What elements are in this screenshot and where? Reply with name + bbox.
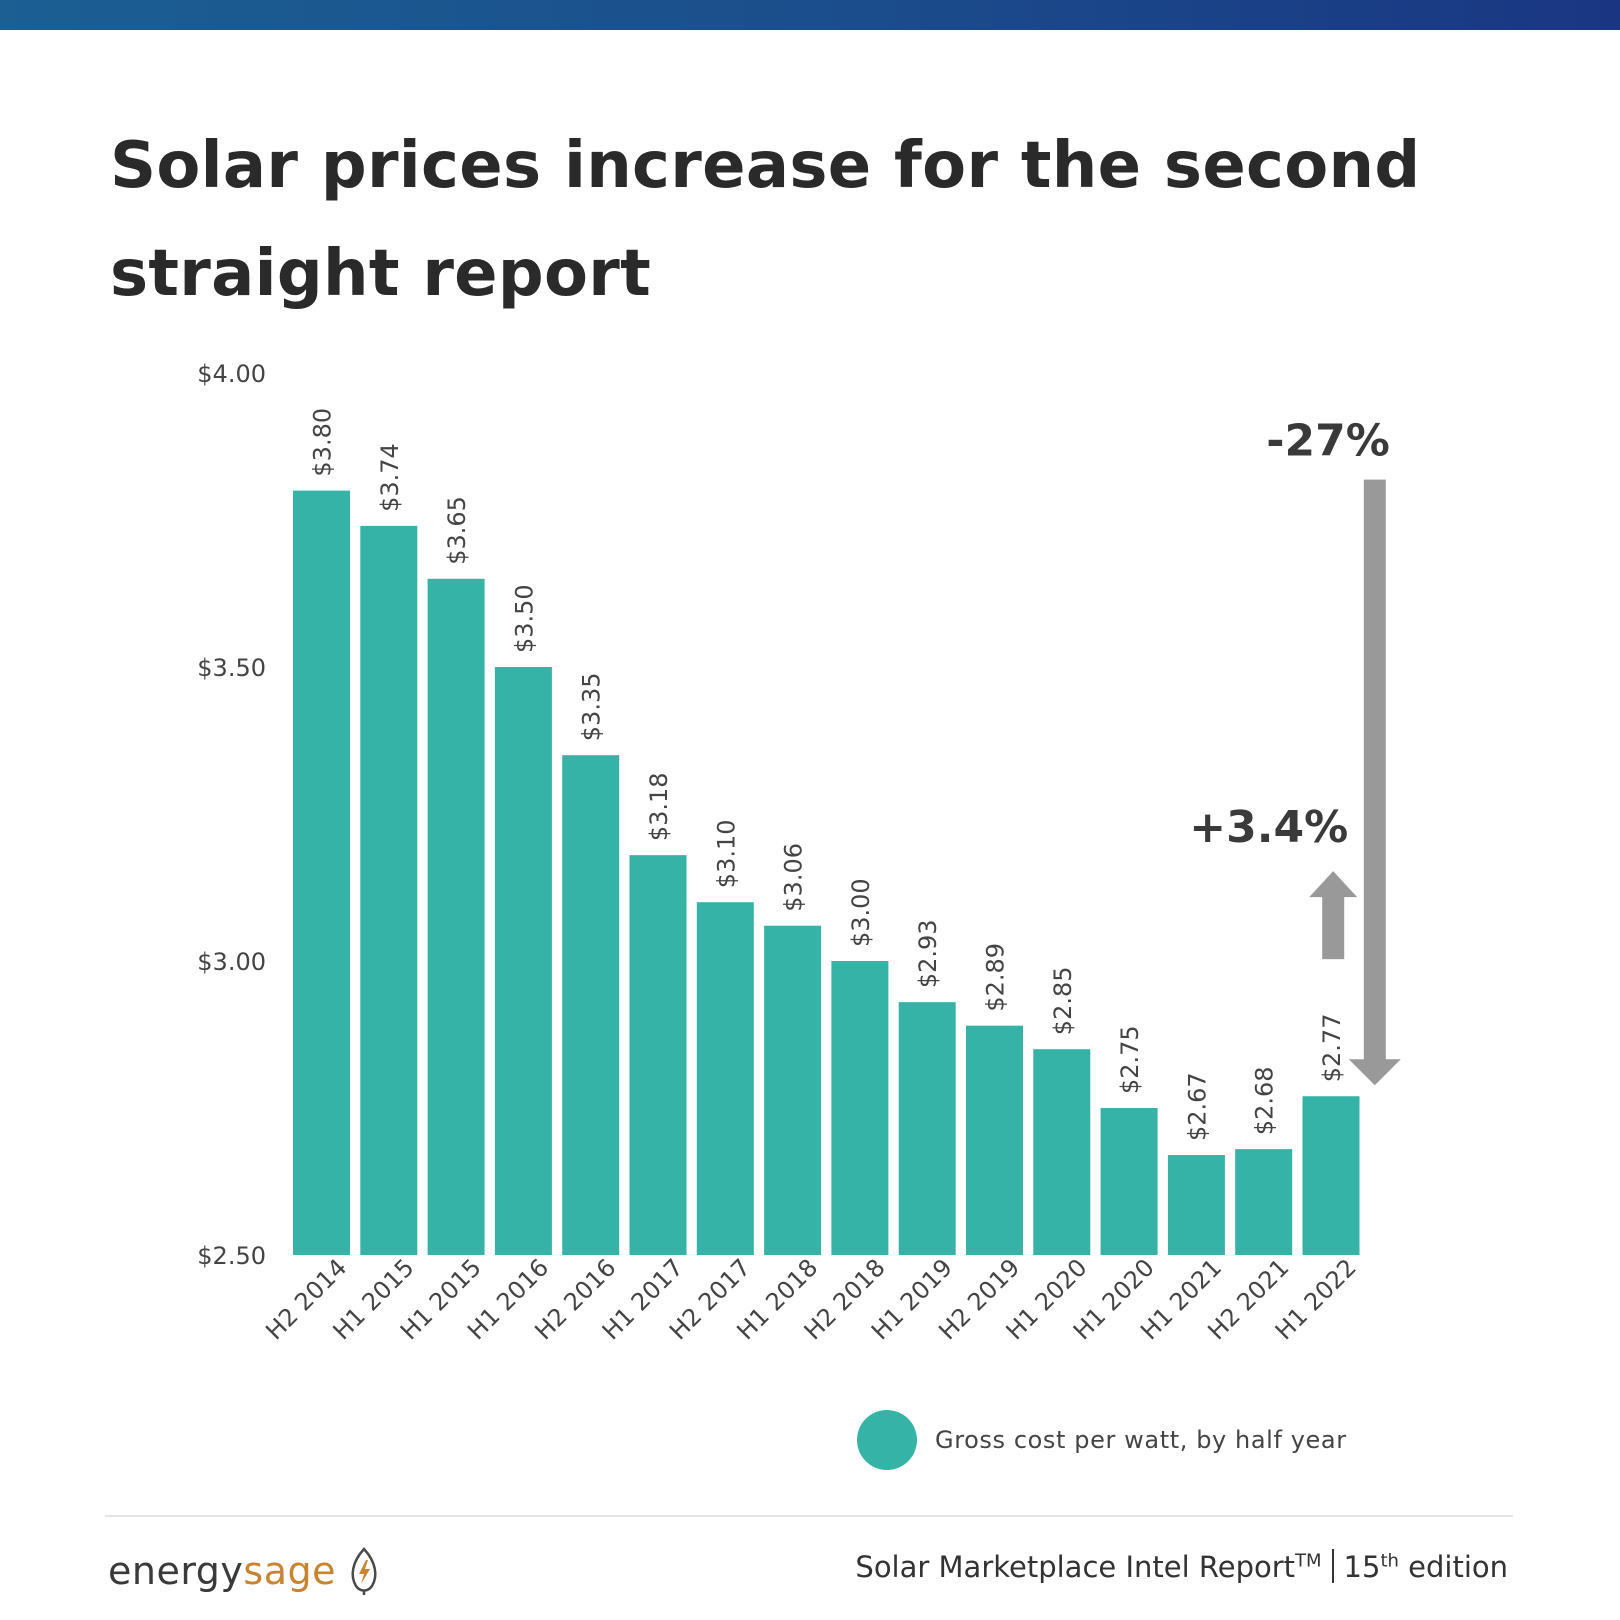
brand-wordmark: energysage <box>108 1549 336 1593</box>
data-label: $2.68 <box>1251 1066 1279 1135</box>
bar <box>360 525 418 1255</box>
down-annotation-label: -27% <box>1266 416 1390 467</box>
bar <box>696 902 754 1255</box>
edition-number: 15 <box>1343 1550 1381 1584</box>
data-label: $3.00 <box>847 878 875 947</box>
separator <box>1331 1549 1334 1583</box>
data-label: $3.18 <box>645 772 673 841</box>
data-label: $3.65 <box>443 496 471 565</box>
down-arrow-shaft <box>1363 479 1386 1062</box>
up-arrow-shaft <box>1322 895 1345 960</box>
brand-word-energy: energy <box>108 1549 244 1593</box>
edition-word: edition <box>1398 1550 1508 1584</box>
data-label: $2.67 <box>1183 1072 1211 1141</box>
leaf-bolt-icon <box>351 1547 377 1595</box>
brand-word-sage: sage <box>243 1549 336 1593</box>
edition-suffix: th <box>1380 1550 1399 1572</box>
data-label: $3.74 <box>376 443 404 512</box>
bar <box>1302 1096 1360 1255</box>
data-label: $3.35 <box>578 672 606 741</box>
report-credit: Solar Marketplace Intel ReportTM 15th edi… <box>855 1549 1508 1584</box>
data-label: $2.75 <box>1116 1025 1144 1094</box>
bar <box>831 961 889 1255</box>
bar <box>562 755 620 1255</box>
legend-label: Gross cost per watt, by half year <box>935 1426 1347 1454</box>
up-arrow-head <box>1309 871 1358 898</box>
data-label: $3.80 <box>309 408 337 477</box>
bar <box>1235 1149 1293 1255</box>
bar <box>1167 1155 1225 1255</box>
bar <box>1100 1108 1158 1255</box>
footer-divider <box>105 1515 1513 1517</box>
bar <box>629 855 687 1255</box>
legend: Gross cost per watt, by half year <box>857 1410 1347 1470</box>
bar <box>427 578 485 1255</box>
bar <box>293 490 350 1256</box>
trademark-mark: TM <box>1295 1550 1322 1572</box>
data-label: $2.89 <box>982 943 1010 1012</box>
y-tick-label: $3.00 <box>197 948 266 976</box>
data-label: $2.85 <box>1049 966 1077 1035</box>
y-tick-label: $3.50 <box>197 654 266 682</box>
data-label: $3.10 <box>712 819 740 888</box>
data-label: $2.77 <box>1318 1014 1346 1083</box>
data-label: $3.06 <box>780 843 808 912</box>
chart-title: Solar prices increase for the second str… <box>110 129 1421 311</box>
bar <box>1033 1049 1091 1255</box>
top-banner <box>0 0 1620 30</box>
y-tick-label: $4.00 <box>197 360 266 388</box>
bar <box>966 1025 1023 1255</box>
y-tick-label: $2.50 <box>197 1242 266 1270</box>
brand-logo: energysage <box>108 1543 384 1599</box>
up-annotation-label: +3.4% <box>1189 802 1348 853</box>
down-arrow-head <box>1348 1059 1401 1086</box>
bar <box>764 925 822 1255</box>
report-name: Solar Marketplace Intel Report <box>855 1550 1296 1584</box>
data-label: $3.50 <box>510 584 538 653</box>
data-label: $2.93 <box>914 919 942 988</box>
bar <box>898 1002 956 1255</box>
bar <box>494 667 552 1255</box>
legend-swatch <box>857 1410 917 1470</box>
